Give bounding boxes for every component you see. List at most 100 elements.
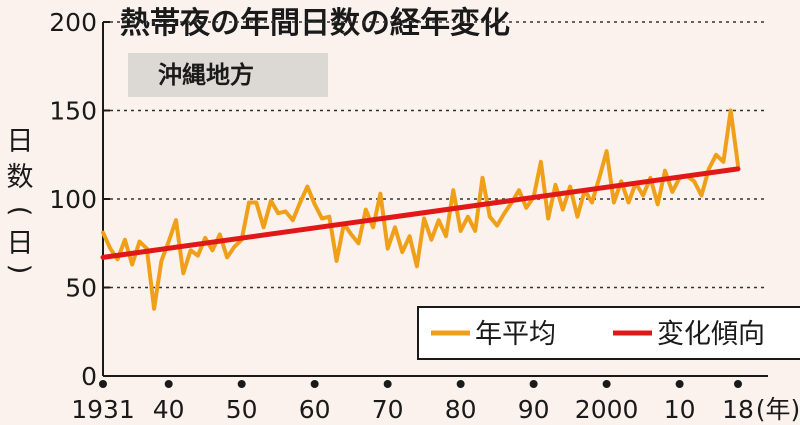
data-point-1947 [218, 232, 222, 236]
x-tick-dot-90 [529, 380, 538, 388]
data-point-1935 [130, 262, 134, 266]
data-point-2015 [714, 153, 718, 157]
data-point-1992 [546, 216, 550, 220]
data-point-1939 [159, 259, 163, 263]
data-point-1941 [174, 218, 178, 222]
data-point-1971 [393, 225, 397, 229]
data-point-2016 [721, 160, 725, 164]
data-point-1951 [247, 201, 251, 205]
y-tick-labels: 0 50 100 150 200 [49, 8, 110, 391]
data-point-1999 [597, 176, 601, 180]
x-tick-dot-1931 [99, 380, 107, 388]
data-point-1966 [356, 241, 360, 245]
data-point-1984 [488, 215, 492, 219]
data-point-1985 [495, 224, 499, 228]
data-point-1963 [335, 259, 339, 263]
y-axis-label: 日数(日) [4, 126, 35, 274]
data-point-1973 [408, 234, 412, 238]
data-point-1955 [276, 211, 280, 215]
data-point-1949 [232, 245, 236, 249]
data-point-1988 [517, 188, 521, 192]
x-tick-label-80: 80 [445, 395, 477, 424]
data-point-1968 [371, 225, 375, 229]
data-point-1977 [437, 218, 441, 222]
y-axis-label-char-3: 日 [7, 228, 34, 259]
data-point-1998 [590, 201, 594, 205]
data-point-1972 [400, 250, 404, 254]
x-tick-label-60: 60 [299, 395, 331, 424]
data-point-1961 [320, 216, 324, 220]
data-point-1981 [466, 215, 470, 219]
y-axis-label-char-1: 数 [7, 162, 34, 193]
y-tick-label-200: 200 [49, 8, 97, 37]
data-point-1957 [291, 218, 295, 222]
data-point-1979 [451, 188, 455, 192]
x-tick-dot-70 [383, 380, 392, 388]
data-point-1962 [327, 215, 331, 219]
data-point-1960 [313, 202, 317, 206]
x-tick-dot-50 [237, 380, 246, 388]
data-point-1974 [415, 264, 419, 268]
data-point-1943 [189, 248, 193, 252]
x-tick-dot-2000 [602, 380, 611, 388]
data-point-1993 [554, 183, 558, 187]
data-point-1991 [539, 160, 543, 164]
y-tick-label-0: 0 [81, 362, 97, 391]
data-point-1944 [196, 254, 200, 258]
x-tick-dot-18 [734, 380, 742, 388]
data-point-1936 [137, 239, 141, 243]
legend-label-trend: 変化傾向 [657, 319, 765, 350]
data-point-2000 [605, 149, 609, 153]
x-tick-dot-40 [164, 380, 173, 388]
data-point-1989 [524, 206, 528, 210]
data-point-1970 [386, 247, 390, 251]
data-point-2002 [619, 179, 623, 183]
data-point-2017 [729, 109, 733, 112]
x-tick-label-50: 50 [226, 395, 258, 424]
chart-title: 熱帯夜の年間日数の経年変化 [120, 6, 510, 41]
data-point-2018 [736, 163, 740, 167]
data-point-2008 [663, 169, 667, 173]
series-annual-average-line [101, 108, 740, 311]
data-point-2007 [656, 202, 660, 206]
y-axis-label-char-4: ) [4, 264, 35, 275]
x-tick-label-10: 10 [664, 395, 696, 424]
x-tick-label-90: 90 [518, 395, 550, 424]
x-tick-label-2000: 2000 [575, 395, 639, 424]
data-point-1996 [575, 215, 579, 219]
data-point-2012 [692, 179, 696, 183]
x-tick-labels: 1931 40 50 60 70 80 90 2000 10 18 (年) [71, 380, 800, 424]
data-point-2013 [700, 193, 704, 197]
data-point-1940 [167, 239, 171, 243]
data-point-1965 [349, 232, 353, 236]
y-tick-label-150: 150 [49, 97, 97, 126]
data-point-1942 [181, 271, 185, 275]
data-point-1975 [422, 216, 426, 220]
plot-area [100, 108, 741, 311]
x-tick-label-40: 40 [153, 395, 185, 424]
data-point-1954 [269, 199, 273, 203]
data-point-1933 [116, 257, 120, 261]
region-label-box [128, 53, 328, 97]
data-point-1959 [305, 185, 309, 189]
data-point-1994 [561, 208, 565, 212]
data-point-1986 [502, 211, 506, 215]
data-point-2005 [641, 193, 645, 197]
legend-box [417, 306, 800, 360]
data-point-1995 [568, 185, 572, 189]
region-label: 沖縄地方 [158, 61, 254, 89]
data-point-1946 [210, 248, 214, 252]
data-point-1983 [481, 176, 485, 180]
x-tick-label-1931: 1931 [71, 395, 135, 424]
data-point-1956 [283, 209, 287, 213]
data-point-1967 [364, 208, 368, 212]
data-point-1952 [254, 201, 258, 205]
data-point-1948 [225, 255, 229, 259]
data-point-1931 [101, 231, 105, 235]
data-point-1932 [108, 247, 112, 251]
data-point-1976 [429, 238, 433, 242]
y-tick-label-50: 50 [65, 274, 97, 303]
data-point-1945 [203, 236, 207, 240]
legend: 年平均 変化傾向 [417, 306, 800, 360]
